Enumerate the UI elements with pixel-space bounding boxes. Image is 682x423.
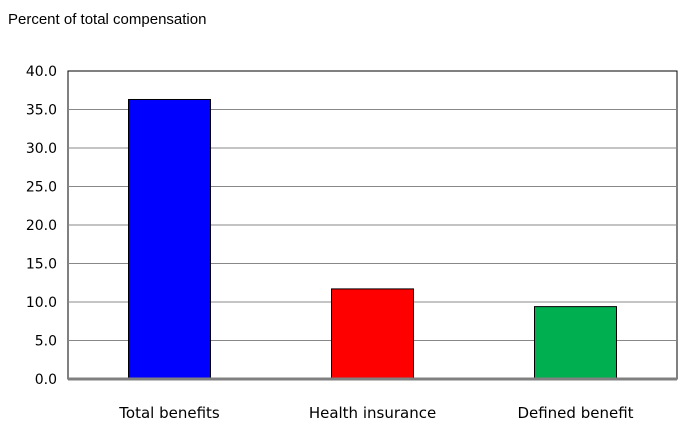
x-tick-label: Health insurance [309,404,436,422]
y-tick-label: 15.0 [26,257,57,273]
x-tick-label: Defined benefit [517,404,633,422]
y-tick-label: 30.0 [26,141,57,157]
x-tick-label: Total benefits [118,404,220,422]
bar-total-benefits [128,98,211,380]
y-tick-label: 35.0 [26,103,57,119]
y-tick-labels: 0.0 5.0 10.0 15.0 20.0 25.0 30.0 35.0 40.0 [26,64,57,388]
bar-defined-benefit [534,306,617,380]
y-tick-label: 10.0 [26,295,57,311]
y-tick-label: 5.0 [35,334,57,350]
y-tick-label: 40.0 [26,64,57,80]
y-axis-label: Percent of total compensation [8,11,206,28]
bar-health-insurance [331,288,414,380]
y-tick-label: 25.0 [26,180,57,196]
category-labels: Total benefits Health insurance Defined be… [118,404,633,422]
y-tick-label: 20.0 [26,218,57,234]
y-tick-label: 0.0 [35,372,57,388]
bars [128,98,617,380]
